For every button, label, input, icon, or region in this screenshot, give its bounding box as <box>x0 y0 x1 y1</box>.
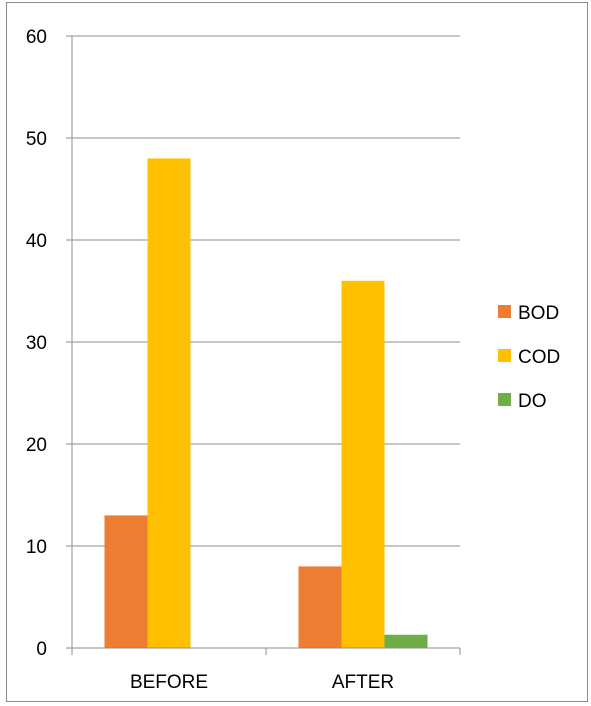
legend-swatch-cod <box>498 349 511 362</box>
y-tick-label: 40 <box>26 231 47 252</box>
y-tick-label: 10 <box>26 537 47 558</box>
chart-frame <box>6 2 588 702</box>
legend-label-cod: COD <box>518 347 560 368</box>
y-tick-label: 60 <box>26 27 47 48</box>
x-tick-label: BEFORE <box>130 672 208 693</box>
bar-cod-after <box>341 280 385 648</box>
axes <box>66 35 461 655</box>
x-tick-label: AFTER <box>332 672 394 693</box>
legend-swatch-do <box>498 393 511 406</box>
legend-label-bod: BOD <box>518 303 559 324</box>
bar-bod-before <box>104 515 148 648</box>
legend-label-do: DO <box>518 391 547 412</box>
x-tick-labels: BEFORE AFTER <box>130 672 394 693</box>
bar-do-after <box>384 634 428 648</box>
y-tick-label: 50 <box>26 129 47 150</box>
bar-bod-after <box>298 566 342 648</box>
gridlines <box>72 35 460 547</box>
y-tick-label: 0 <box>36 639 47 660</box>
bar-cod-before <box>147 158 191 648</box>
legend: BOD COD DO <box>498 303 560 412</box>
legend-swatch-bod <box>498 305 511 318</box>
y-tick-labels: 0 10 20 30 40 50 60 <box>26 27 47 660</box>
y-tick-label: 30 <box>26 333 47 354</box>
y-tick-label: 20 <box>26 435 47 456</box>
bars <box>104 158 428 648</box>
